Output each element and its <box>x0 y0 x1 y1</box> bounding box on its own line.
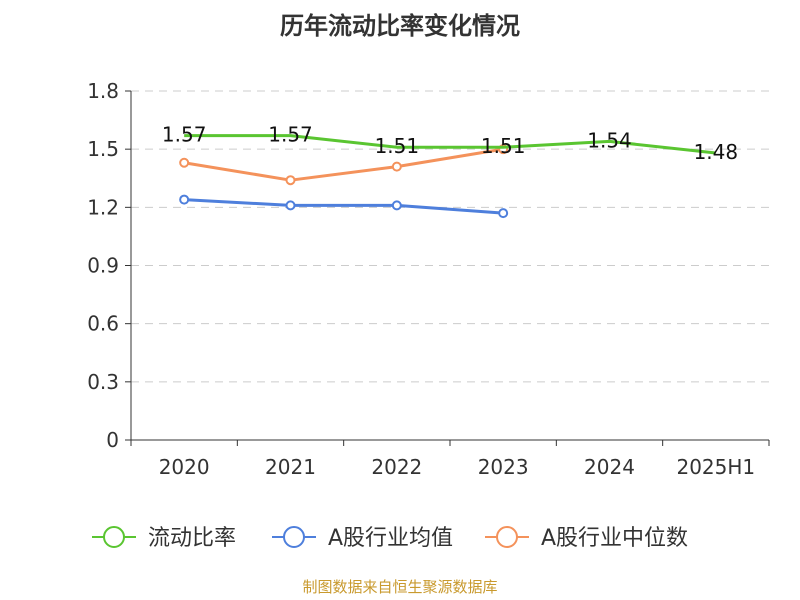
data-label: 1.51 <box>481 134 526 158</box>
y-tick-label: 0.9 <box>87 254 119 278</box>
series-1-point <box>498 208 509 219</box>
series-2-point <box>391 161 402 172</box>
data-label: 1.51 <box>375 134 420 158</box>
legend-label: A股行业中位数 <box>541 526 688 551</box>
legend: 流动比率 A股行业均值 A股行业中位数 <box>92 526 688 551</box>
legend-label: A股行业均值 <box>328 526 453 551</box>
data-label: 1.48 <box>694 140 739 164</box>
data-label: 1.54 <box>587 128 632 152</box>
x-tick-label: 2025H1 <box>676 455 755 479</box>
x-tick-label: 2023 <box>478 455 529 479</box>
axes: 0 0.3 0.6 0.9 1.2 1.5 1.8 2020 2021 2022 2023 2024 2… <box>87 79 770 479</box>
legend-item: A股行业均值 <box>272 526 453 551</box>
data-label: 1.57 <box>162 123 207 147</box>
series-1-line <box>184 198 504 215</box>
x-tick-label: 2021 <box>265 455 316 479</box>
series-2-line <box>183 147 504 182</box>
source-note: 制图数据来自恒生聚源数据库 <box>302 578 498 596</box>
series-1-point <box>391 200 402 211</box>
series-1-point <box>179 194 190 205</box>
chart-title: 历年流动比率变化情况 <box>280 12 520 40</box>
x-tick-label: 2022 <box>371 455 422 479</box>
y-tick-label: 0.6 <box>87 312 119 336</box>
legend-marker <box>496 526 518 548</box>
y-tick-label: 1.8 <box>87 79 119 103</box>
y-tick-label: 1.2 <box>87 195 119 219</box>
y-tick-label: 1.5 <box>87 137 119 161</box>
series-0-line <box>184 134 716 155</box>
x-tick-label: 2020 <box>159 455 210 479</box>
series-1-point <box>285 200 296 211</box>
x-tick-label: 2024 <box>584 455 635 479</box>
legend-item: A股行业中位数 <box>485 526 688 551</box>
legend-marker <box>283 526 305 548</box>
legend-item: 流动比率 <box>92 526 236 551</box>
data-label: 1.57 <box>268 123 313 147</box>
y-tick-label: 0 <box>106 428 119 452</box>
series-2-point <box>285 175 296 186</box>
y-tick-label: 0.3 <box>87 370 119 394</box>
series-2-point <box>179 157 190 168</box>
series-lines <box>179 134 716 219</box>
legend-label: 流动比率 <box>148 526 236 551</box>
legend-marker <box>103 526 125 548</box>
data-labels: 1.57 1.57 1.51 1.51 1.54 1.48 <box>162 123 738 164</box>
